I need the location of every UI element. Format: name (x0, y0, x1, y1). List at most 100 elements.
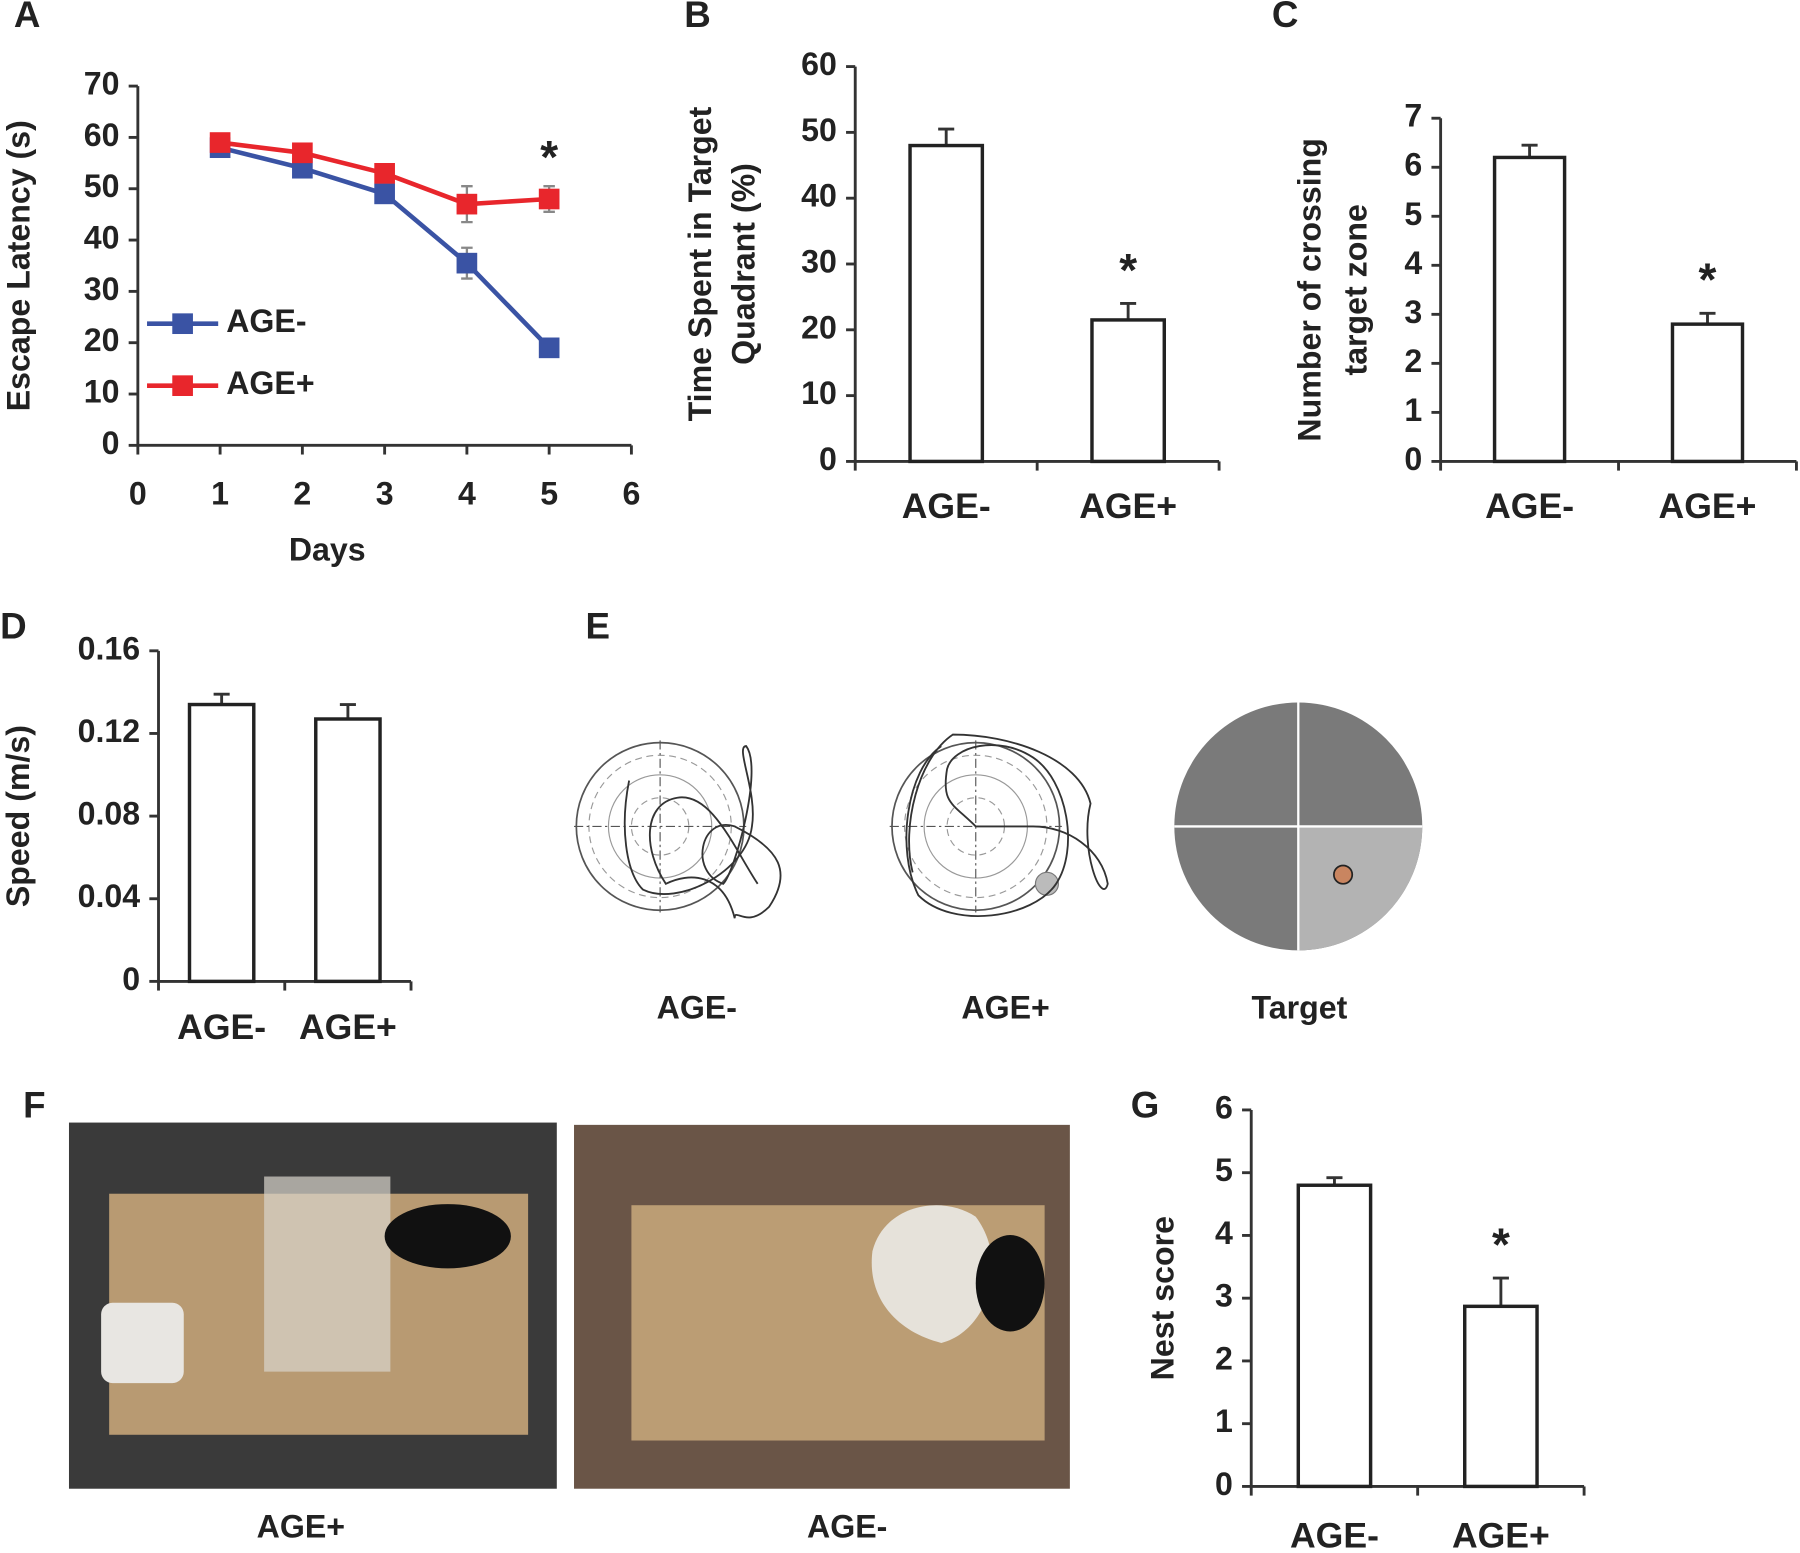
significance: * (1492, 1218, 1510, 1270)
panel-label: B (684, 0, 711, 35)
y-tick-label: 30 (801, 243, 837, 279)
x-tick-label: AGE+ (1659, 486, 1757, 526)
y-tick-label: 40 (84, 220, 120, 256)
x-tick-label: AGE- (1485, 486, 1574, 526)
panel-label: E (585, 606, 609, 647)
marker (374, 163, 395, 184)
x-tick-label: AGE+ (1452, 1515, 1550, 1553)
bar (314, 717, 382, 984)
error-bar (938, 127, 955, 146)
panel-label: F (23, 1084, 45, 1125)
x-tick-label: 3 (376, 475, 394, 511)
x-tick-label: AGE+ (1079, 486, 1177, 526)
y-tick-label: 60 (801, 46, 837, 82)
y-tick-label: 10 (801, 375, 837, 411)
x-tick-label: AGE- (1290, 1515, 1379, 1553)
chart-panel: A Escape Latency (s) 0 10 20 30 40 50 60 70 0 1 2 3 4 5… (0, 0, 640, 568)
y-tick-label: 5 (1404, 196, 1422, 232)
y-axis-label: Escape Latency (s) (0, 120, 36, 411)
y-tick-label: 0 (819, 441, 837, 477)
y-tick-label: 0.16 (78, 630, 141, 666)
y-tick-label: 1 (1404, 392, 1422, 428)
x-tick-label: 4 (458, 475, 476, 511)
bar (1463, 1304, 1539, 1489)
x-tick-label: 5 (540, 475, 558, 511)
panel-label: C (1272, 0, 1299, 35)
x-tick-label: AGE- (902, 486, 991, 526)
error-bar (1521, 143, 1538, 158)
legend-marker (172, 313, 193, 335)
error-bar (1120, 302, 1137, 320)
marker (456, 193, 478, 215)
y-tick-label: 0 (122, 961, 140, 997)
significance: * (1699, 254, 1717, 306)
y-tick-label: 2 (1404, 343, 1422, 379)
y-tick-label: 2 (1215, 1340, 1233, 1376)
photo-panel: F AGE+ AGE- (23, 1084, 1070, 1544)
significance: * (540, 131, 558, 183)
bar (1492, 155, 1567, 464)
y-tick-label: 0.04 (78, 878, 141, 914)
panel-label: A (14, 0, 41, 35)
y-tick-label: 1 (1215, 1403, 1233, 1439)
x-tick-label: 0 (129, 475, 147, 511)
photo-label: AGE- (807, 1508, 887, 1544)
photo-label: AGE+ (257, 1508, 345, 1544)
y-tick-label: 50 (801, 112, 837, 148)
panel-label: G (1131, 1084, 1160, 1125)
marker (374, 183, 395, 205)
chart-panel: D Speed (m/s) 0 0.04 0.08 0.12 0.16 AGE- AGE+ (0, 606, 413, 1047)
legend-label: AGE+ (226, 365, 314, 401)
error-bar (1699, 311, 1716, 325)
trajectory-panel: E AGE- AGE+ Target (574, 606, 1423, 1026)
y-tick-label: 4 (1215, 1215, 1233, 1251)
y-tick-label: 50 (84, 168, 120, 204)
trajectory-label: AGE- (657, 990, 737, 1026)
marker (209, 132, 231, 153)
y-tick-label: 6 (1404, 147, 1422, 183)
error-bar (339, 703, 356, 719)
error-bar (1492, 1276, 1509, 1307)
target-map (1174, 702, 1423, 951)
bar (1670, 322, 1745, 464)
panel-label: D (0, 606, 27, 647)
y-tick-label: 0 (102, 425, 120, 461)
x-tick-label: AGE+ (299, 1007, 397, 1047)
bar (187, 702, 256, 984)
trajectory-label: AGE+ (961, 990, 1049, 1026)
y-tick-label: 0 (1215, 1466, 1233, 1502)
y-axis-label: Quadrant (%) (726, 163, 762, 365)
y-axis-label: Number of crossing (1292, 138, 1328, 441)
marker (456, 252, 478, 274)
y-tick-label: 0 (1404, 441, 1422, 477)
x-tick-label: 2 (293, 475, 311, 511)
photo (574, 1124, 1070, 1489)
y-tick-label: 3 (1215, 1278, 1233, 1314)
y-tick-label: 10 (84, 374, 120, 410)
legend-label: AGE- (226, 303, 306, 339)
marker (538, 337, 560, 359)
y-axis-label: target zone (1337, 204, 1373, 375)
y-axis-label: Speed (m/s) (0, 725, 36, 907)
chart-panel: C Number of crossing target zone 0 1 2 3 4 5 6 7 AG… (1272, 0, 1798, 526)
chart-panel: B Time Spent in Target Quadrant (%) 0 10 20 30… (682, 0, 1221, 526)
y-tick-label: 70 (84, 66, 120, 102)
y-tick-label: 7 (1404, 98, 1422, 134)
trajectory-plot (889, 733, 1109, 917)
marker (292, 142, 313, 164)
y-tick-label: 60 (84, 117, 120, 153)
y-tick-label: 3 (1404, 294, 1422, 330)
y-tick-label: 4 (1404, 245, 1422, 281)
y-axis-label: Nest score (1145, 1216, 1181, 1380)
x-tick-label: 1 (211, 475, 229, 511)
y-tick-label: 6 (1215, 1089, 1233, 1125)
chart-panel: G Nest score 0 1 2 3 4 5 6 AGE- AGE+ * (1131, 1084, 1586, 1553)
y-tick-label: 0.12 (78, 713, 141, 749)
x-tick-label: 6 (622, 475, 640, 511)
y-tick-label: 40 (801, 178, 837, 214)
photo (68, 1122, 557, 1489)
bar (1090, 318, 1167, 464)
marker (538, 188, 560, 210)
y-axis-label: Time Spent in Target (682, 106, 718, 421)
